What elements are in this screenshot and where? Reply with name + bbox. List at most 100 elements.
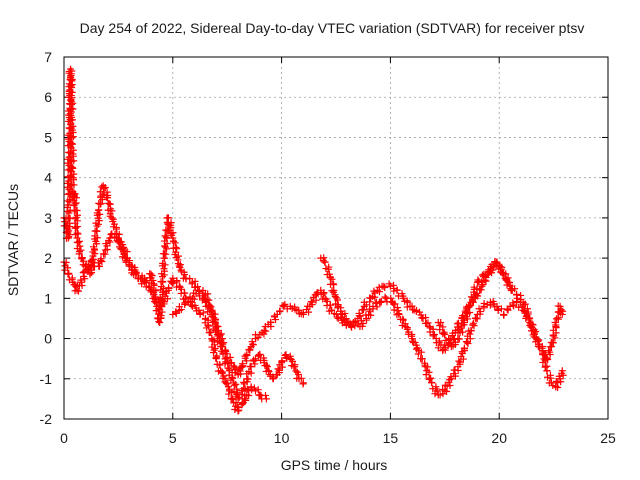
data-point-marker [170,238,178,246]
series-track-e [434,258,567,364]
data-point-marker [312,296,320,304]
data-point-marker [466,330,474,338]
data-point-marker [230,362,238,370]
data-point-marker [460,316,468,324]
data-point-marker [204,322,212,330]
data-point-marker [554,379,562,387]
data-point-marker [355,312,363,320]
data-point-marker [328,275,336,283]
data-point-marker [152,287,160,295]
data-point-marker [164,214,172,222]
data-point-marker [426,375,434,383]
data-point-marker [219,340,227,348]
data-point-marker [226,353,234,361]
data-point-marker [510,302,518,310]
data-point-marker [448,332,456,340]
data-point-marker [71,190,79,198]
data-point-marker [119,248,127,256]
data-point-marker [237,363,245,371]
data-point-marker [95,262,103,270]
data-point-marker [480,299,488,307]
data-point-marker [440,330,448,338]
data-point-marker [235,406,243,414]
data-point-marker [172,308,180,316]
data-point-marker [417,348,425,356]
data-point-marker [558,310,566,318]
data-point-marker [109,218,117,226]
data-point-marker [433,387,441,395]
data-point-marker [218,369,226,377]
data-point-marker [393,304,401,312]
data-point-marker [528,320,536,328]
data-point-marker [459,355,467,363]
data-point-marker [455,335,463,343]
data-point-marker [64,197,72,205]
axis-ticks [63,56,609,420]
data-point-marker [456,360,464,368]
data-point-marker [69,105,77,113]
data-point-marker [505,278,513,286]
data-point-marker [106,210,114,218]
data-point-marker [93,234,101,242]
data-point-marker [162,243,170,251]
data-point-marker [77,276,85,284]
data-point-marker [466,301,474,309]
data-point-marker [463,315,471,323]
data-point-marker [237,370,245,378]
data-point-marker [418,355,426,363]
data-point-marker [276,308,284,316]
data-point-marker [556,302,564,310]
plot-frame [63,56,609,420]
data-point-marker [494,306,502,314]
data-point-marker [208,337,216,345]
data-point-marker [211,344,219,352]
data-point-marker [210,318,218,326]
data-point-marker [126,257,134,265]
data-point-marker [480,270,488,278]
data-point-marker [212,354,220,362]
data-point-marker [97,257,105,265]
data-point-marker [80,268,88,276]
y-tick-label: 0 [44,331,52,347]
data-point-marker [263,363,271,371]
data-point-marker [227,395,235,403]
data-point-marker [558,367,566,375]
y-tick-label: 1 [44,290,52,306]
data-point-marker [69,133,77,141]
data-point-marker [552,315,560,323]
data-point-marker [322,295,330,303]
data-point-marker [267,318,275,326]
data-point-marker [326,274,334,282]
data-point-marker [171,239,179,247]
data-point-marker [241,385,249,393]
data-point-marker [100,184,108,192]
data-point-marker [64,179,72,187]
data-point-marker [381,293,389,301]
data-point-marker [105,200,113,208]
data-point-marker [68,81,76,89]
data-point-marker [77,246,85,254]
data-point-marker [186,275,194,283]
data-point-marker [75,248,83,256]
data-point-marker [69,164,77,172]
data-point-marker [150,291,158,299]
tick-labels: 0 5 10 15 20 25 -2 -1 0 1 2 3 4 5 6 7 [40,49,616,446]
data-point-marker [362,301,370,309]
data-point-marker [451,372,459,380]
data-point-marker [72,206,80,214]
data-point-marker [467,293,475,301]
data-point-marker [474,276,482,284]
data-point-marker [64,264,72,272]
data-point-marker [172,248,180,256]
data-point-marker [241,395,249,403]
data-point-marker [217,330,225,338]
data-point-marker [327,306,335,314]
data-point-marker [395,310,403,318]
x-tick-label: 0 [60,430,68,446]
data-point-marker [545,347,553,355]
data-point-marker [238,360,246,368]
data-point-marker [205,329,213,337]
data-point-marker [529,321,537,329]
x-tick-label: 5 [169,430,177,446]
data-point-marker [403,297,411,305]
